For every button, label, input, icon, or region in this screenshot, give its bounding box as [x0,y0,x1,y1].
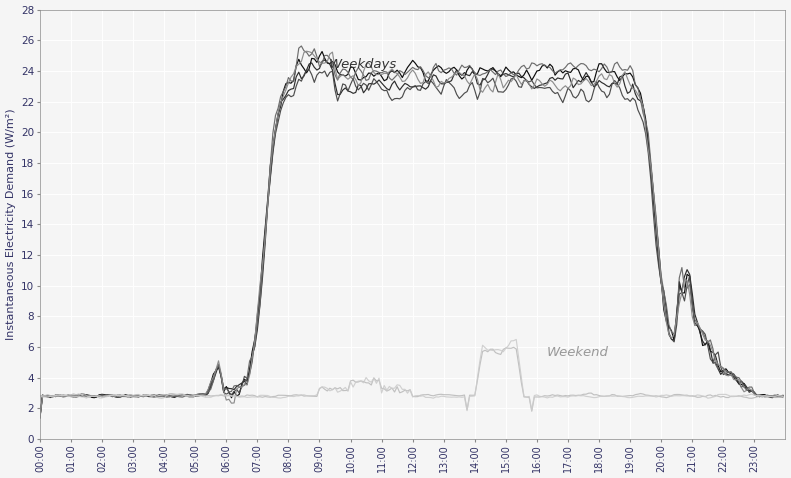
Text: Weekdays: Weekdays [329,58,397,71]
Y-axis label: Instantaneous Electricity Demand (W/m²): Instantaneous Electricity Demand (W/m²) [6,109,16,340]
Text: Weekend: Weekend [547,346,608,359]
